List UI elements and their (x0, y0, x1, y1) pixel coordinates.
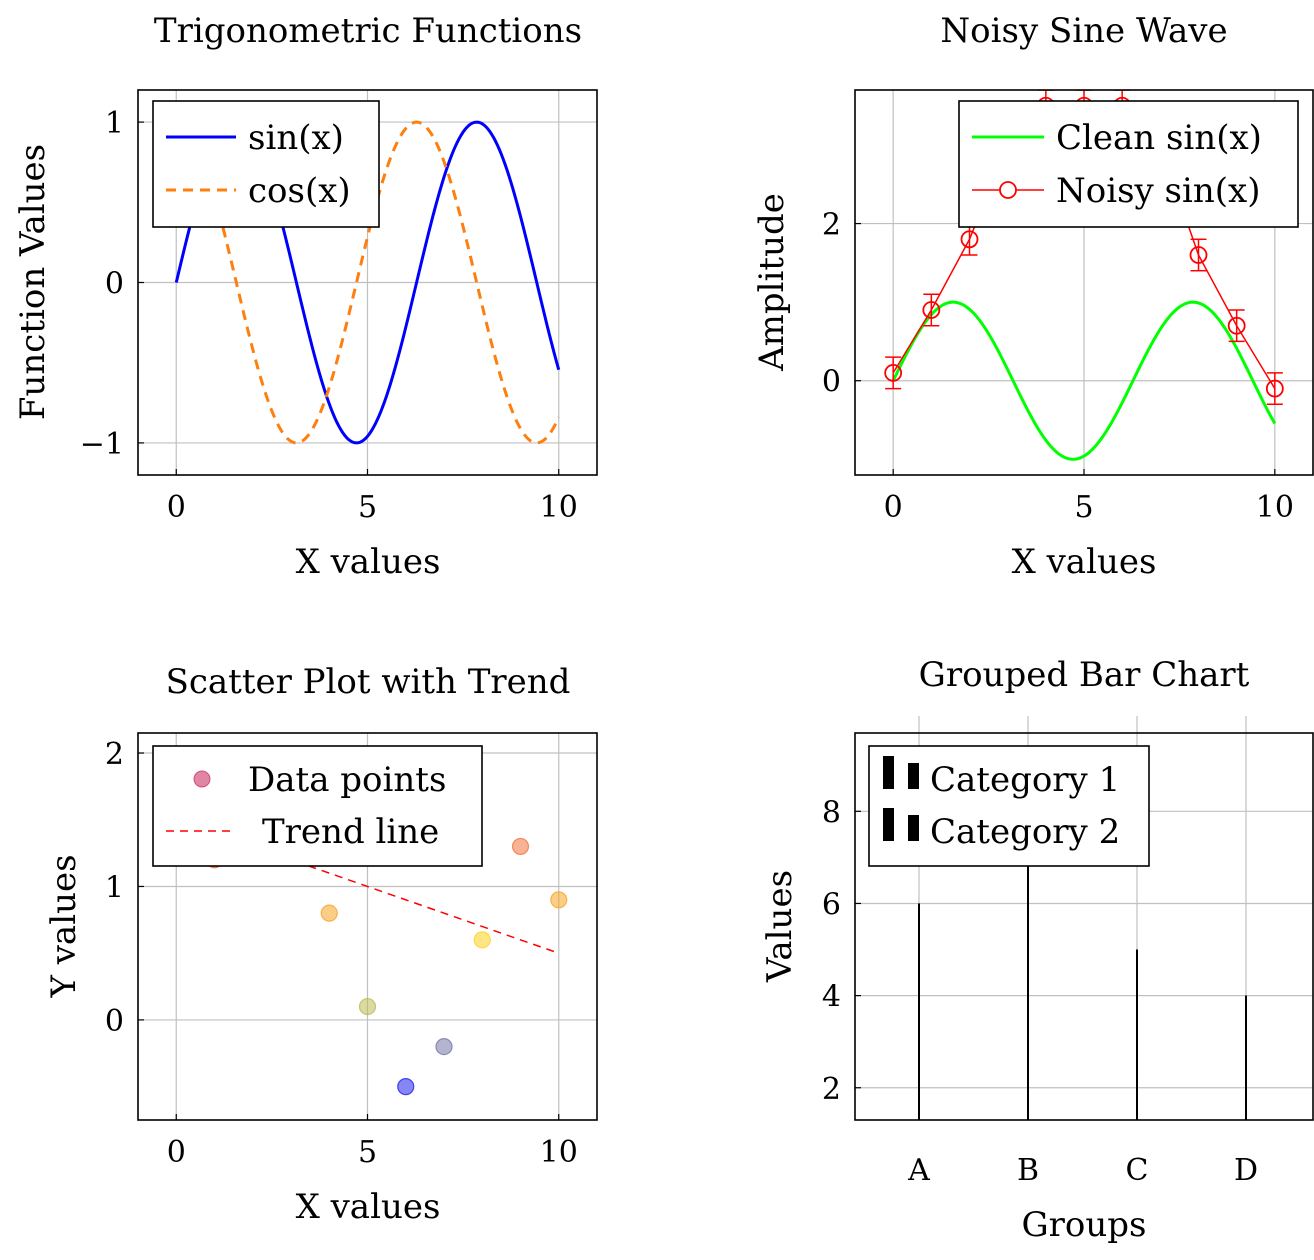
scatter-data-point (511, 837, 530, 856)
scatter-legend: Data points Trend line (152, 745, 483, 867)
bar-ylabel: Values (760, 870, 800, 983)
scatter-title: Scatter Plot with Trend (166, 662, 571, 702)
scatter-ytick-label: 1 (105, 870, 124, 905)
bar-2-A (918, 903, 920, 1120)
scatter-trend-line (176, 819, 559, 954)
trig-ylabel: Function Values (13, 144, 53, 420)
bar-category-label: A (907, 1153, 930, 1188)
trig-ticks: 0 5 10 −1 0 1 (80, 106, 578, 525)
scatter-data-point (550, 891, 568, 909)
noisy-data-point (884, 363, 903, 382)
noisy-xtick-label: 0 (884, 490, 903, 525)
scatter-xtick-label: 5 (358, 1135, 377, 1170)
bar-ytick-label: 8 (822, 795, 841, 830)
bar-category-label: C (1126, 1153, 1149, 1188)
bar-ytick-label: 4 (822, 980, 841, 1015)
bar-series (918, 857, 1247, 1120)
noisy-ytick-label: 2 (822, 208, 841, 243)
scatter-data-point (473, 931, 491, 949)
noisy-data-point (960, 230, 979, 249)
scatter-ylabel: Y values (44, 854, 84, 998)
bar-category-label: D (1234, 1153, 1258, 1188)
noisy-xtick-label: 5 (1074, 490, 1093, 525)
scatter-legend-points-swatch (193, 770, 211, 788)
bar-axes-frame (854, 732, 1314, 1121)
scatter-data-point (320, 904, 338, 922)
noisy-legend: Clean sin(x) Noisy sin(x) (958, 100, 1299, 228)
noisy-title: Noisy Sine Wave (940, 11, 1227, 51)
bar-legend-cat2-swatch-b (908, 815, 919, 841)
bar-legend: Category 1 Category 2 (868, 745, 1150, 867)
trig-ytick-label: 1 (105, 106, 124, 141)
scatter-legend-points-label: Data points (248, 760, 446, 800)
bar-legend-cat1-label: Category 1 (930, 760, 1120, 800)
noisy-clean-line (891, 300, 1277, 461)
noisy-ytick-label: 0 (822, 365, 841, 400)
bar-panel: Grouped Bar Chart 2 4 6 8 A B C D Groups Values… (760, 655, 1314, 1245)
noisy-xtick-label: 10 (1256, 490, 1294, 525)
bar-category-label: B (1017, 1153, 1039, 1188)
noisy-data-point (922, 301, 941, 319)
scatter-data-point (435, 1038, 453, 1056)
trig-legend: sin(x) cos(x) (152, 100, 380, 228)
scatter-xtick-label: 0 (167, 1135, 186, 1170)
noisy-data-point (1265, 379, 1284, 398)
noisy-legend-clean-label: Clean sin(x) (1056, 118, 1262, 158)
noisy-ylabel: Amplitude (752, 193, 792, 372)
bar-ytick-label: 6 (822, 887, 841, 922)
bar-legend-cat2-swatch-a (883, 808, 894, 841)
bar-legend-cat1-swatch-a (883, 756, 894, 789)
scatter-legend-box (152, 745, 483, 867)
bar-2-B (1027, 857, 1029, 1120)
noisy-legend-box (958, 100, 1299, 228)
trig-ytick-label: −1 (80, 427, 124, 462)
scatter-data-point (358, 997, 377, 1016)
bar-title: Grouped Bar Chart (919, 655, 1250, 695)
noisy-panel: Noisy Sine Wave 0 5 10 0 2 X values Amplitud… (752, 11, 1314, 582)
noisy-ticks: 0 5 10 0 2 (822, 208, 1294, 525)
scatter-panel: Scatter Plot with Trend 0 5 10 0 1 2 X values… (44, 662, 598, 1227)
bar-legend-cat1-swatch-b (908, 763, 919, 789)
bar-ytick-label: 2 (822, 1072, 841, 1107)
noisy-xlabel: X values (1012, 542, 1157, 582)
scatter-xlabel: X values (296, 1187, 441, 1227)
trig-cos-line (176, 120, 561, 445)
trig-xtick-label: 10 (540, 490, 578, 525)
bar-2-D (1245, 995, 1247, 1120)
trig-legend-box (152, 100, 380, 228)
noisy-data-point (1189, 246, 1208, 264)
bar-ticks: 2 4 6 8 A B C D (822, 795, 1258, 1188)
trig-xtick-label: 5 (358, 490, 377, 525)
scatter-ticks: 0 5 10 0 1 2 (105, 737, 578, 1170)
trig-title: Trigonometric Functions (154, 11, 582, 51)
scatter-ytick-label: 2 (105, 737, 124, 772)
trig-panel: Trigonometric Functions 0 5 10 −1 0 1 X value… (13, 11, 598, 582)
bar-legend-cat2-label: Category 2 (930, 812, 1120, 852)
noisy-legend-noisy-label: Noisy sin(x) (1056, 171, 1260, 211)
scatter-legend-trend-label: Trend line (262, 812, 439, 852)
noisy-legend-noisy-marker (999, 181, 1017, 199)
bar-2-C (1136, 949, 1138, 1120)
scatter-xtick-label: 10 (540, 1135, 578, 1170)
trig-xtick-label: 0 (167, 490, 186, 525)
trig-legend-sin-label: sin(x) (248, 118, 344, 158)
noisy-data-point (1227, 316, 1246, 335)
trig-xlabel: X values (296, 542, 441, 582)
trig-ytick-label: 0 (105, 267, 124, 302)
scatter-data-point (397, 1078, 415, 1096)
bar-xlabel: Groups (1022, 1205, 1147, 1245)
scatter-ytick-label: 0 (105, 1004, 124, 1039)
trig-legend-cos-label: cos(x) (248, 171, 351, 211)
